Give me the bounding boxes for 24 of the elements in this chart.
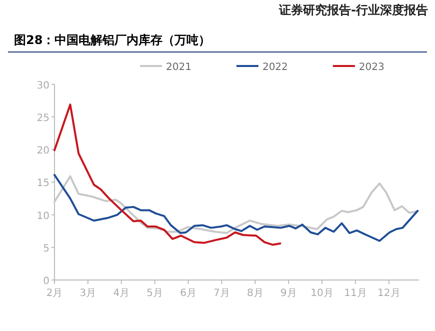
legend-label: 2023: [358, 62, 384, 73]
y-tick-label: 15: [36, 178, 50, 190]
y-tick-label: 25: [36, 112, 50, 124]
y-tick-label: 0: [43, 276, 50, 287]
x-tick-label: 6月: [180, 288, 196, 299]
x-tick-label: 9月: [280, 288, 297, 299]
y-tick-label: 20: [36, 146, 50, 157]
x-tick-label: 10月: [310, 288, 334, 299]
line-series: [54, 104, 282, 246]
x-tick-label: 7月: [214, 288, 230, 299]
x-tick-label: 5月: [146, 288, 164, 299]
x-tick-label: 11月: [344, 288, 367, 299]
x-tick-label: 8月: [246, 288, 264, 299]
y-tick-label: 10: [36, 210, 50, 222]
x-tick-label: 2月: [46, 288, 63, 299]
y-tick-label: 5: [43, 243, 50, 254]
x-tick-label: 3月: [80, 288, 96, 299]
text: 证券研究报告-行业深度报告: [278, 3, 428, 17]
legend-label: 2022: [262, 62, 288, 73]
y-tick-label: 30: [36, 80, 50, 92]
x-tick-label: 12月: [378, 288, 400, 299]
chart-title: 图28：中国电解铝厂内库存（万吨）: [14, 33, 211, 47]
legend-label: 2021: [166, 62, 192, 73]
x-tick-label: 4月: [113, 288, 130, 299]
